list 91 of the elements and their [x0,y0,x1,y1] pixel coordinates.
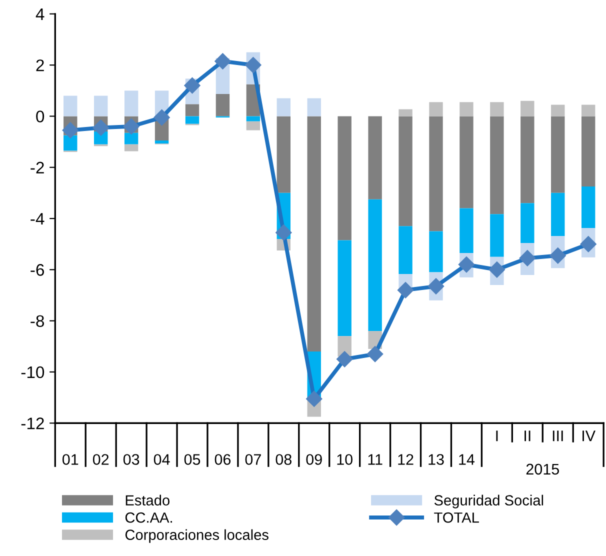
x-tick-label: 08 [276,454,292,465]
x-tick-label: 05 [184,454,200,465]
legend-label: Estado [126,494,170,506]
legend-label: Corporaciones locales [125,529,268,543]
x-tick-label: 12 [398,454,414,465]
y-tick-label: -4 [30,213,44,225]
bar [551,116,565,193]
bar [520,116,534,204]
point [62,122,78,138]
bar [429,116,443,232]
point [428,278,444,294]
y-tick-label: 4 [36,8,44,20]
x-tick-label: 10 [337,454,352,465]
bar [429,231,443,272]
y-tick-label: -2 [30,162,44,174]
point [306,390,322,407]
bar [124,144,138,152]
bar [338,240,352,336]
x-tick-label: 11 [368,454,382,465]
bar [124,132,138,144]
bar [429,102,443,116]
bar [276,98,291,116]
bar [398,116,412,226]
bar [307,98,321,116]
point [580,236,596,252]
x-tick-label: IV [582,430,596,442]
x-tick-label: 06 [214,454,231,465]
point [245,56,262,74]
bar [154,140,169,144]
legend-label: TOTAL [434,512,479,523]
bar [581,116,596,187]
bar [398,226,412,274]
text: 2015 [526,464,559,475]
bar [276,116,291,193]
bar [581,104,596,116]
bar [338,116,352,240]
bar [551,104,565,116]
x-tick-label: 13 [428,454,444,465]
point [367,346,384,362]
bar [64,135,78,151]
point [184,77,200,94]
bar [551,192,565,236]
bar [185,104,200,116]
point [336,351,353,368]
bar [124,90,138,116]
bar [520,100,534,116]
legend-label: Seguridad Social [434,494,544,508]
x-tick-label: II [524,430,530,442]
point [550,248,566,264]
bar [368,199,382,332]
x-tick-label: 03 [123,454,140,465]
bar [94,96,108,116]
y-tick-label: -8 [30,315,44,328]
point [458,256,475,273]
x-tick-label: 02 [92,454,109,465]
point [214,53,231,70]
bar [216,94,230,116]
bar [490,214,504,257]
bar [398,109,412,116]
y-tick-label: 2 [36,59,44,72]
y-tick-label: -12 [21,418,44,430]
x-tick-label: III [552,430,563,442]
x-tick-label: 04 [154,454,170,465]
bar [460,116,474,208]
point [154,109,170,126]
bar [64,96,78,116]
bar [460,102,474,116]
bar [185,116,200,124]
y-tick-label: -6 [30,264,44,276]
point [488,262,505,278]
bar [490,116,504,214]
point [92,120,109,136]
point [397,282,414,298]
y-tick-label: 0 [36,110,44,122]
x-tick-label: I [496,430,498,442]
y-tick-label: -10 [21,366,44,378]
bar [460,208,474,254]
bar [581,186,596,228]
point [519,250,536,266]
legend-label: CC.AA. [125,512,172,523]
bar [520,203,534,244]
x-tick-label: 07 [245,454,261,465]
x-tick-label: 09 [306,454,322,465]
bar [246,116,260,122]
bar [490,102,504,116]
bar [368,116,382,200]
x-tick-label: 14 [459,454,475,465]
point [276,224,292,241]
bar [246,121,260,130]
bar [307,116,321,352]
x-tick-label: 01 [62,454,78,465]
